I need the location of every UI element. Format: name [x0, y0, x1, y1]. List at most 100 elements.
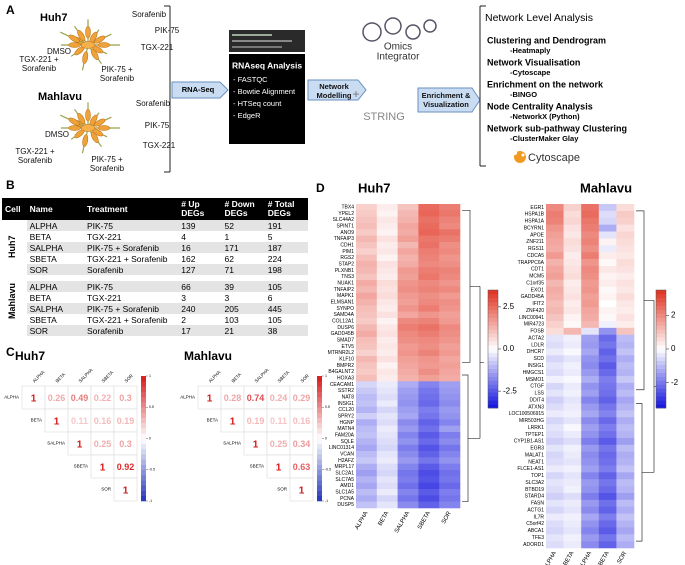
colorbar-step [656, 297, 666, 303]
heatmap-cell [616, 410, 635, 418]
heatmap-cell [397, 229, 419, 236]
screenshot-line [232, 34, 272, 36]
colorbar-step [141, 376, 146, 382]
heatmap-cell [616, 376, 635, 384]
colorbar-step [317, 396, 322, 403]
heatmap-cell [376, 476, 398, 483]
heatmap-cell [418, 482, 440, 490]
colorbar-step [488, 376, 498, 381]
heatmap-cell [439, 368, 461, 376]
heatmap-cell [616, 437, 635, 446]
analysis-item: - FASTQC [233, 75, 268, 84]
heatmap-cell [546, 520, 564, 528]
heatmap-cell [563, 527, 582, 535]
heatmap-cell [397, 254, 419, 262]
heatmap-cell [563, 293, 582, 301]
heatmap-cell [546, 286, 564, 294]
heatmap-cell [439, 406, 461, 414]
heatmap-cell [439, 470, 461, 477]
heatmap-cell [563, 238, 582, 246]
colorbar-step [656, 388, 666, 393]
table-cell: 2 [181, 314, 186, 325]
column-label: BETA [55, 372, 67, 384]
heatmap-cell [581, 410, 600, 418]
heatmap-cell [376, 318, 398, 325]
heatmap-cell [356, 501, 378, 509]
column-label: SOR [124, 373, 135, 384]
heatmap-cell [581, 527, 600, 535]
gene-label: TPTEP1 [525, 432, 544, 438]
heatmap-cell [598, 272, 617, 280]
gene-label: HGNP [340, 420, 355, 426]
colorbar-step [488, 313, 498, 318]
heatmap-cell [418, 476, 440, 483]
heatmap-cell [418, 400, 440, 407]
gene-label: INSIG1 [338, 401, 355, 407]
gene-label: MSMO1 [526, 377, 545, 383]
heatmap-cell [439, 254, 461, 262]
colorbar-step [317, 485, 322, 491]
heatmap-cell [563, 369, 582, 377]
colorbar-step [141, 417, 146, 424]
heatmap-cell [546, 369, 564, 377]
correlation-value: 0.92 [117, 462, 135, 472]
gene-label: MCM5 [529, 274, 544, 280]
colorbar-step [317, 417, 322, 424]
table-row: BETA TGX-221 4 1 5 [2, 231, 308, 242]
heatmap-cell [581, 417, 600, 425]
table-row: Huh7 ALPHA PIK-75 139 52 191 [2, 220, 308, 258]
heatmap-cell [397, 235, 419, 243]
heatmap-cell [376, 451, 398, 458]
heatmap-cell [356, 381, 378, 388]
gene-label: CTGF [530, 384, 544, 390]
table-cell: 171 [221, 242, 265, 253]
heatmap-cell [563, 272, 582, 280]
heatmap-cell [546, 320, 564, 329]
heatmap-cell [581, 259, 600, 267]
heatmap-cell [616, 327, 635, 336]
heatmap-cell [546, 327, 564, 336]
gene-label: SLC2A1 [335, 470, 354, 476]
heatmap-cell [418, 501, 440, 509]
heatmap-cell [598, 204, 617, 212]
heatmap-cell [397, 273, 419, 281]
heatmap-cell [616, 492, 635, 501]
heatmap-cell [546, 541, 564, 549]
heatmap-cell [418, 242, 440, 249]
heatmap-cell [418, 273, 440, 281]
gene-label: ELMSAN1 [331, 299, 355, 305]
row-label: SBETA [250, 464, 264, 469]
colorbar-step [317, 438, 322, 445]
gene-label: ABCA1 [528, 528, 545, 534]
heatmap-cell [598, 245, 617, 253]
heatmap-cell [356, 349, 378, 357]
heatmap-cell [397, 324, 419, 331]
gene-label: MALAT1 [525, 452, 544, 458]
colorbar-step [656, 380, 666, 385]
heatmap-cell [356, 311, 378, 319]
gene-label: CCL20 [338, 407, 354, 413]
panel-label: A [6, 3, 15, 17]
colorbar-step [317, 391, 322, 398]
colorbar-step [656, 341, 666, 346]
heatmap-cell [598, 238, 617, 246]
gene-label: APOE [530, 232, 545, 238]
colorbar-step [141, 386, 146, 392]
heatmap-cell [397, 432, 419, 439]
heatmap-cell [397, 470, 419, 477]
heatmap-cell [439, 375, 461, 382]
gene-label: CYP1B1-AS1 [514, 439, 545, 445]
heatmap-cell [581, 520, 600, 528]
heatmap-cell [418, 406, 440, 414]
omics-label: Omics [384, 42, 412, 53]
heatmap-cell [616, 217, 635, 225]
table-cell: SBETA [29, 253, 57, 264]
gene-label: CDT1 [531, 267, 544, 273]
heatmap-cell [418, 425, 440, 433]
colorbar-step [488, 360, 498, 366]
colorbar-step [141, 412, 146, 418]
heatmap-cell [439, 356, 461, 363]
correlation-value: 0.25 [270, 439, 288, 449]
heatmap-cell [616, 479, 635, 487]
table-row: SBETA TGX-221 + Sorafenib 162 62 224 [2, 253, 308, 264]
